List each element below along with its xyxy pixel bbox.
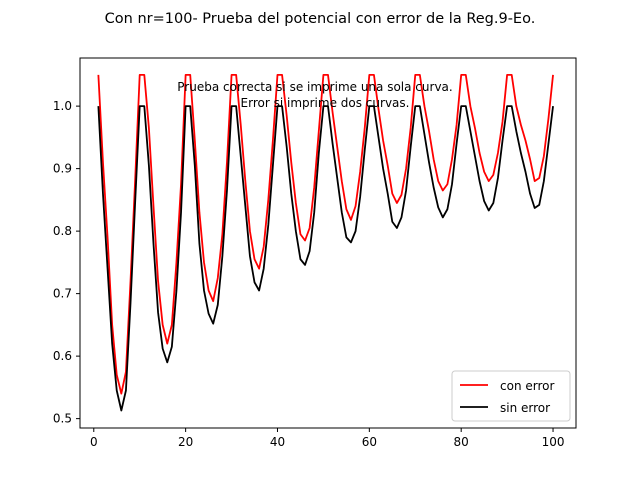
y-tick-label: 1.0 xyxy=(53,99,72,113)
y-tick-label: 0.6 xyxy=(53,349,72,363)
legend-label-con-error: con error xyxy=(500,379,554,393)
plot-area xyxy=(97,73,554,412)
annotation-line-1: Prueba correcta si se imprime una sola c… xyxy=(177,80,452,94)
x-tick-label: 40 xyxy=(270,435,285,449)
annotation-line-2: Error si imprime dos curvas. xyxy=(241,96,410,110)
series-line-sin-error xyxy=(97,105,554,412)
legend-box xyxy=(451,370,571,422)
y-tick-label: 0.9 xyxy=(53,162,72,176)
x-axis: 0 20 40 60 80 100 xyxy=(90,428,565,449)
y-tick-label: 0.7 xyxy=(53,287,72,301)
x-tick-label: 60 xyxy=(362,435,377,449)
chart-title: Con nr=100- Prueba del potencial con err… xyxy=(105,11,536,27)
series-line-con-error xyxy=(97,73,554,395)
plot-frame xyxy=(79,57,577,429)
y-tick-label: 0.5 xyxy=(53,412,72,426)
y-axis: 0.5 0.6 0.7 0.8 0.9 1.0 xyxy=(53,99,80,426)
legend: con error sin error xyxy=(451,370,571,422)
x-tick-label: 0 xyxy=(90,435,98,449)
x-tick-label: 80 xyxy=(454,435,469,449)
y-tick-label: 0.8 xyxy=(53,224,72,238)
x-tick-label: 100 xyxy=(542,435,565,449)
x-tick-label: 20 xyxy=(178,435,193,449)
legend-label-sin-error: sin error xyxy=(500,401,550,415)
